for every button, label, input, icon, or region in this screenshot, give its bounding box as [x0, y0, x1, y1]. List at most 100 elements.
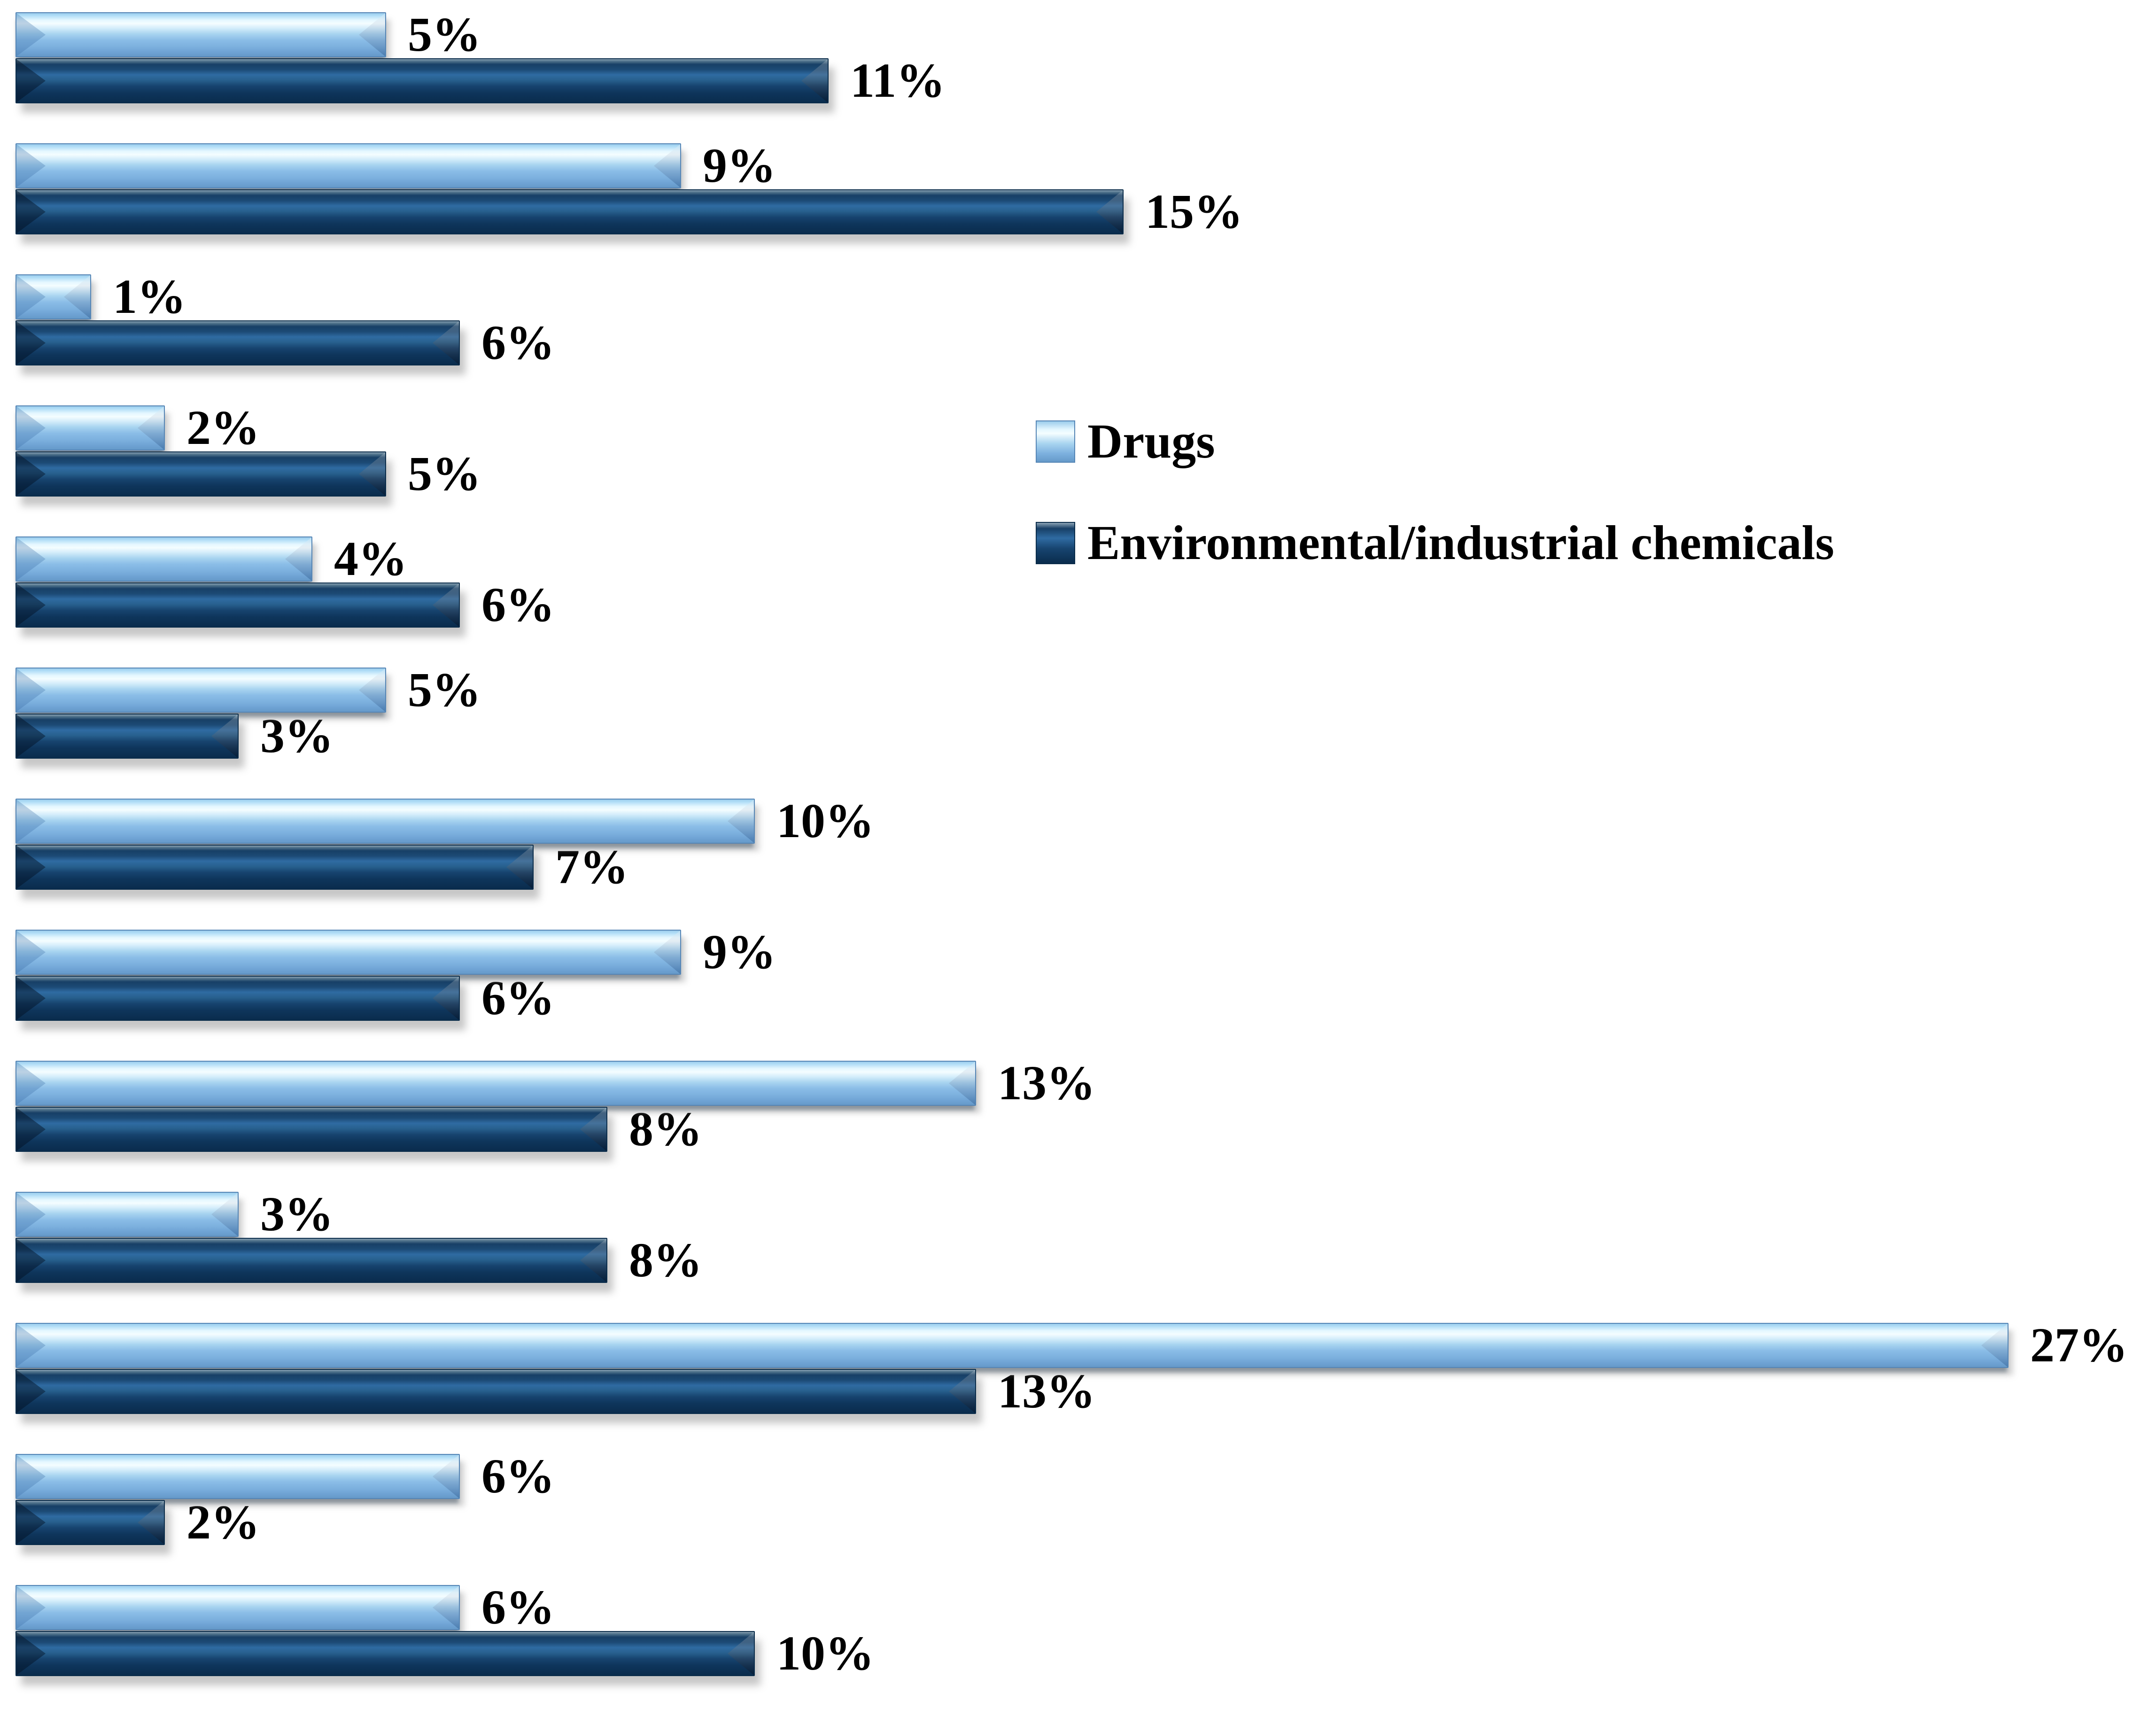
drugs-bar [16, 1454, 460, 1499]
environmental-bar-row: 2% [16, 1495, 2156, 1549]
drugs-bar-row: 3% [16, 1187, 2156, 1241]
environmental-bar-row: 13% [16, 1364, 2156, 1418]
bar-pair: 9% 15% [16, 139, 2156, 239]
environmental-value-label: 8% [629, 1233, 702, 1287]
bar-pair: 3% 8% [16, 1187, 2156, 1287]
environmental-bar-row: 7% [16, 840, 2156, 894]
drugs-bar-row: 4% [16, 532, 2156, 586]
drugs-bar-row: 9% [16, 925, 2156, 979]
environmental-value-label: 8% [629, 1102, 702, 1156]
drugs-bar-row: 13% [16, 1056, 2156, 1110]
drugs-value-label: 5% [408, 8, 481, 62]
environmental-bar-row: 6% [16, 971, 2156, 1025]
drugs-value-label: 6% [481, 1449, 555, 1503]
drugs-swatch-icon [1036, 420, 1075, 463]
drugs-value-label: 3% [260, 1187, 333, 1241]
environmental-bar [16, 1369, 976, 1414]
drugs-bar [16, 143, 681, 188]
bar-pair: 2% 5% [16, 401, 2156, 501]
environmental-bar-row: 15% [16, 185, 2156, 239]
drugs-bar-row: 9% [16, 139, 2156, 193]
environmental-bar [16, 320, 460, 365]
bar-pair: 6% 2% [16, 1449, 2156, 1549]
drugs-value-label: 10% [776, 794, 874, 848]
drugs-bar-row: 1% [16, 270, 2156, 324]
drugs-value-label: 13% [998, 1056, 1095, 1110]
environmental-value-label: 11% [850, 54, 946, 108]
environmental-bar [16, 1107, 607, 1152]
environmental-value-label: 15% [1145, 185, 1243, 239]
environmental-value-label: 2% [186, 1495, 260, 1549]
legend: Drugs Environmental/industrial chemicals [1036, 417, 1834, 620]
environmental-value-label: 13% [998, 1364, 1095, 1418]
environmental-bar-row: 10% [16, 1626, 2156, 1680]
environmental-bar-row: 3% [16, 709, 2156, 763]
environmental-bar [16, 1500, 165, 1545]
environmental-swatch-icon [1036, 522, 1075, 564]
environmental-bar-row: 6% [16, 316, 2156, 370]
drugs-bar [16, 405, 165, 451]
drugs-bar [16, 536, 312, 582]
bar-pair: 6% 10% [16, 1580, 2156, 1680]
environmental-value-label: 7% [555, 840, 628, 894]
bar-pair: 13% 8% [16, 1056, 2156, 1156]
environmental-bar [16, 845, 534, 890]
drugs-value-label: 5% [408, 663, 481, 717]
environmental-bar [16, 714, 239, 759]
drugs-bar [16, 1585, 460, 1630]
environmental-bar [16, 583, 460, 628]
drugs-bar-row: 5% [16, 8, 2156, 62]
environmental-bar-row: 8% [16, 1233, 2156, 1287]
drugs-value-label: 4% [334, 532, 407, 586]
environmental-bar-row: 8% [16, 1102, 2156, 1156]
environmental-value-label: 6% [481, 316, 555, 370]
environmental-bar [16, 189, 1124, 234]
legend-label-drugs: Drugs [1087, 414, 1215, 468]
drugs-value-label: 2% [186, 401, 260, 455]
bar-pair: 5% 3% [16, 663, 2156, 763]
environmental-bar [16, 1238, 607, 1283]
environmental-bar [16, 451, 386, 497]
bar-pair: 1% 6% [16, 270, 2156, 370]
drugs-bar-row: 6% [16, 1580, 2156, 1634]
legend-label-environmental: Environmental/industrial chemicals [1087, 516, 1834, 570]
drugs-value-label: 9% [703, 925, 776, 979]
environmental-bar [16, 58, 829, 103]
environmental-bar-row: 5% [16, 447, 2156, 501]
drugs-bar-row: 6% [16, 1449, 2156, 1503]
drugs-bar-row: 27% [16, 1318, 2156, 1372]
environmental-value-label: 6% [481, 578, 555, 632]
environmental-bar [16, 1631, 755, 1676]
environmental-bar [16, 976, 460, 1021]
drugs-bar [16, 1192, 239, 1237]
drugs-value-label: 6% [481, 1580, 555, 1634]
drugs-bar [16, 930, 681, 975]
environmental-value-label: 6% [481, 971, 555, 1025]
legend-item-drugs: Drugs [1036, 417, 1834, 466]
drugs-value-label: 1% [113, 270, 186, 324]
bar-pair: 5% 11% [16, 8, 2156, 108]
environmental-value-label: 5% [408, 447, 481, 501]
environmental-value-label: 10% [776, 1626, 874, 1680]
legend-item-environmental: Environmental/industrial chemicals [1036, 519, 1834, 567]
bar-pair: 27% 13% [16, 1318, 2156, 1418]
drugs-value-label: 27% [2030, 1318, 2128, 1372]
bar-pair: 4% 6% [16, 532, 2156, 632]
drugs-value-label: 9% [703, 139, 776, 193]
drugs-bar [16, 12, 386, 57]
bar-pair: 9% 6% [16, 925, 2156, 1025]
drugs-bar [16, 274, 91, 319]
drugs-bar [16, 668, 386, 713]
environmental-bar-row: 6% [16, 578, 2156, 632]
drugs-bar [16, 799, 755, 844]
drugs-bar-row: 5% [16, 663, 2156, 717]
environmental-bar-row: 11% [16, 54, 2156, 108]
drugs-bar-row: 2% [16, 401, 2156, 455]
drugs-bar [16, 1323, 2009, 1368]
drugs-bar [16, 1061, 976, 1106]
drugs-bar-row: 10% [16, 794, 2156, 848]
bar-pair: 10% 7% [16, 794, 2156, 894]
environmental-value-label: 3% [260, 709, 333, 763]
chart-rows: 5% 11% 9% 15% 1% 6% 2% 5% 4% 6% 5% 3% 10% 7% 9% 6% 13% 8%… [0, 8, 2156, 1680]
